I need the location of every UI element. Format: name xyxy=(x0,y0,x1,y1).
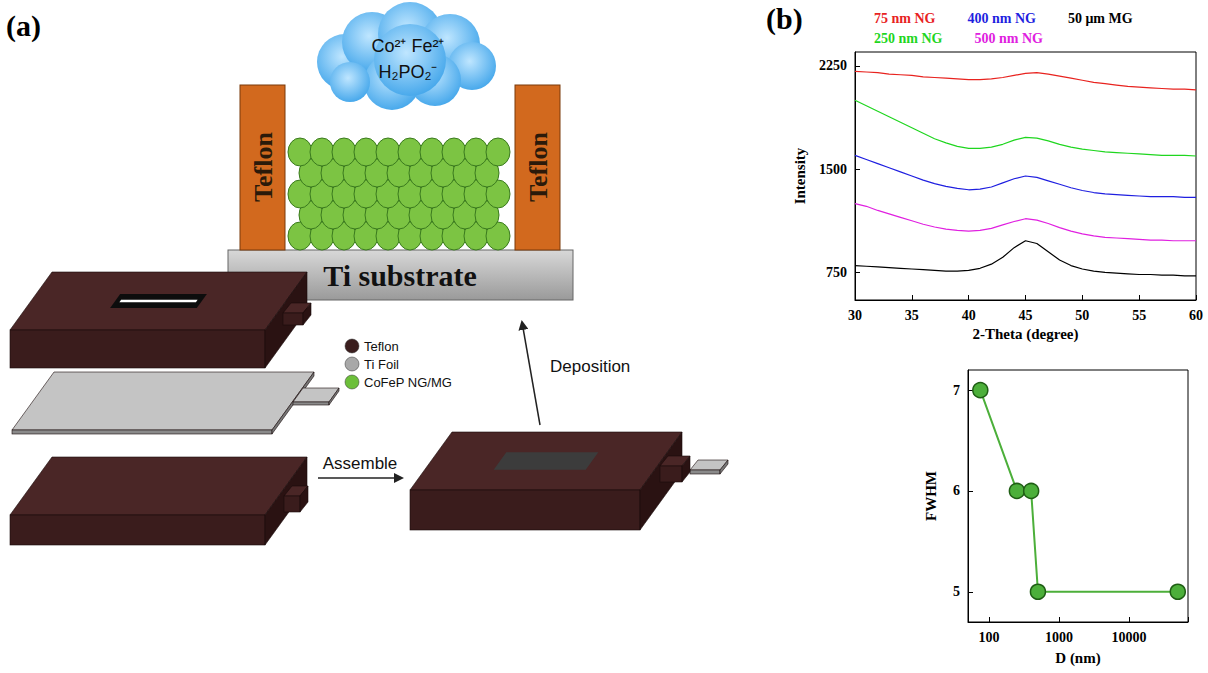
svg-text:(a): (a) xyxy=(6,9,41,43)
svg-text:Co²⁺ Fe²⁺: Co²⁺ Fe²⁺ xyxy=(371,36,444,56)
html-text:(b): (b) xyxy=(766,2,803,35)
svg-text:2250: 2250 xyxy=(819,58,847,73)
svg-text:500 nm NG: 500 nm NG xyxy=(974,31,1043,46)
svg-text:100: 100 xyxy=(979,630,1000,645)
svg-text:40: 40 xyxy=(962,308,976,323)
svg-text:250 nm NG: 250 nm NG xyxy=(874,31,943,46)
svg-text:5: 5 xyxy=(953,584,960,599)
svg-text:FWHM: FWHM xyxy=(923,471,939,521)
svg-text:75 nm NG: 75 nm NG xyxy=(874,11,936,26)
svg-text:2-Theta (degree): 2-Theta (degree) xyxy=(973,326,1079,343)
svg-text:Intensity: Intensity xyxy=(792,147,808,204)
svg-text:Teflon: Teflon xyxy=(524,132,553,202)
svg-text:H₂PO₂⁻: H₂PO₂⁻ xyxy=(379,62,438,82)
svg-text:Ti Foil: Ti Foil xyxy=(364,357,399,372)
svg-text:30: 30 xyxy=(848,308,862,323)
svg-text:Teflon: Teflon xyxy=(364,339,399,354)
svg-text:10000: 10000 xyxy=(1111,630,1146,645)
svg-text:Deposition: Deposition xyxy=(550,357,630,376)
svg-text:Assemble: Assemble xyxy=(323,454,398,473)
svg-text:7: 7 xyxy=(953,383,960,398)
svg-text:6: 6 xyxy=(953,483,960,498)
svg-text:50: 50 xyxy=(1075,308,1089,323)
svg-text:60: 60 xyxy=(1189,308,1203,323)
svg-text:750: 750 xyxy=(826,265,847,280)
svg-text:50 μm MG: 50 μm MG xyxy=(1068,11,1133,26)
svg-text:1000: 1000 xyxy=(1045,630,1073,645)
svg-text:35: 35 xyxy=(905,308,919,323)
svg-text:45: 45 xyxy=(1019,308,1033,323)
svg-text:400 nm NG: 400 nm NG xyxy=(967,11,1036,26)
svg-text:D (nm): D (nm) xyxy=(1055,650,1100,667)
svg-text:55: 55 xyxy=(1132,308,1146,323)
svg-text:1500: 1500 xyxy=(819,162,847,177)
svg-text:Teflon: Teflon xyxy=(249,132,278,202)
svg-text:CoFeP NG/MG: CoFeP NG/MG xyxy=(364,375,452,390)
svg-text:Ti substrate: Ti substrate xyxy=(323,259,477,292)
